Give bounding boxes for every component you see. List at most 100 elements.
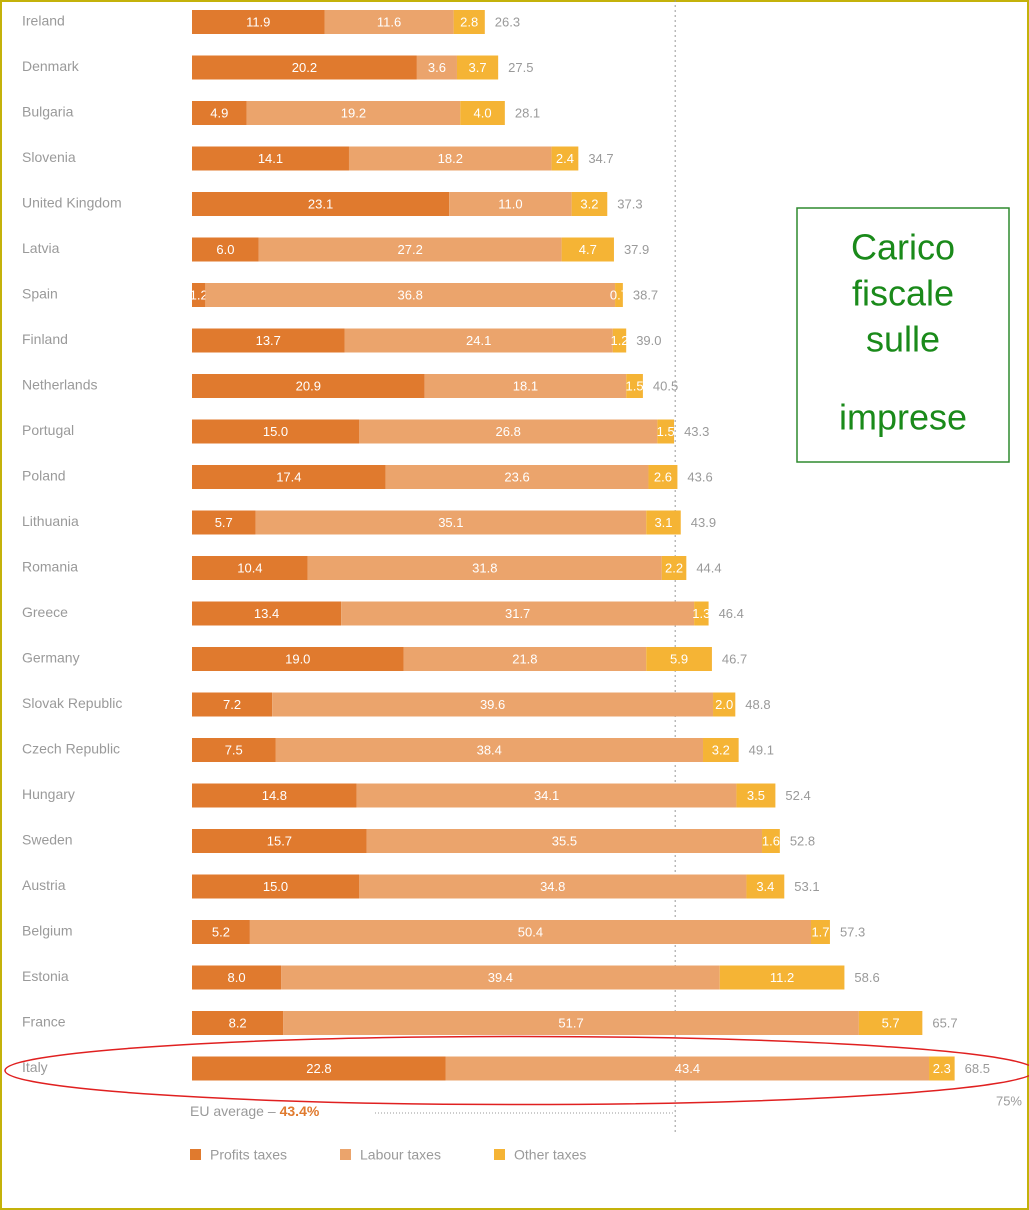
bar-segment (192, 601, 342, 626)
x-tick-label: 75% (996, 1093, 1022, 1108)
total-label: 68.5 (965, 1061, 990, 1076)
legend-label: Profits taxes (210, 1147, 287, 1163)
bar-segment (561, 237, 614, 262)
category-label: Spain (22, 286, 58, 302)
value-label: 1.5 (626, 378, 644, 393)
value-label: 23.1 (308, 196, 333, 211)
bar-segment (359, 874, 747, 899)
value-label: 5.9 (670, 651, 688, 666)
bar-segment (449, 192, 572, 216)
category-label: Ireland (22, 13, 65, 29)
total-label: 52.8 (790, 833, 815, 848)
bar-segment (460, 101, 505, 125)
bar-segment (551, 146, 579, 171)
value-label: 1.6 (762, 833, 780, 848)
value-label: 18.1 (513, 378, 538, 393)
category-label: Romania (22, 559, 78, 575)
bar-segment (192, 10, 325, 34)
bar-segment (403, 647, 647, 671)
category-label: Belgium (22, 923, 73, 939)
value-label: 31.8 (472, 560, 497, 575)
bar-segment (307, 556, 662, 580)
bar-segment (192, 374, 425, 398)
category-label: Poland (22, 468, 66, 484)
total-label: 57.3 (840, 924, 865, 939)
bar-segment (192, 101, 247, 125)
bar-segment (646, 510, 681, 535)
value-label: 15.0 (263, 879, 288, 894)
value-label: 19.2 (341, 105, 366, 120)
bar-segment (324, 10, 454, 34)
category-label: France (22, 1014, 66, 1030)
bar-segment (746, 874, 785, 899)
total-label: 43.6 (687, 469, 712, 484)
value-label: 15.0 (263, 424, 288, 439)
category-label: Portugal (22, 422, 74, 438)
bar-segment (192, 1011, 284, 1035)
highlight-ellipse (4, 1035, 1029, 1106)
value-label: 1.2 (610, 333, 628, 348)
total-label: 34.7 (588, 151, 613, 166)
value-label: 20.9 (296, 378, 321, 393)
value-label: 23.6 (504, 469, 529, 484)
bar-segment (612, 328, 627, 353)
bar-segment (192, 874, 359, 899)
value-label: 11.2 (770, 970, 794, 985)
value-label: 7.2 (223, 697, 241, 712)
value-label: 26.8 (496, 424, 521, 439)
bar-segment (255, 510, 647, 535)
value-label: 14.8 (262, 788, 287, 803)
total-label: 37.9 (624, 242, 649, 257)
category-label: Slovak Republic (22, 695, 122, 711)
value-label: 2.4 (556, 151, 574, 166)
bar-segment (249, 920, 812, 944)
bar-segment (281, 965, 720, 990)
bar-segment (192, 965, 282, 990)
value-label: 35.1 (438, 515, 463, 530)
value-label: 36.8 (398, 287, 423, 302)
value-label: 19.0 (285, 651, 310, 666)
value-label: 8.0 (227, 970, 245, 985)
bar-segment (341, 601, 695, 626)
bar-segment (858, 1011, 923, 1035)
legend-swatch (340, 1149, 351, 1160)
value-label: 51.7 (558, 1015, 583, 1030)
value-label: 5.7 (882, 1015, 900, 1030)
total-label: 46.4 (719, 606, 744, 621)
category-label: Latvia (22, 240, 60, 256)
total-label: 52.4 (785, 788, 810, 803)
total-label: 53.1 (794, 879, 819, 894)
value-label: 50.4 (518, 924, 543, 939)
bar-segment (192, 328, 345, 353)
value-label: 11.6 (377, 14, 401, 29)
bar-segment (192, 647, 404, 671)
bar-segment (192, 738, 276, 762)
bar-segment (192, 419, 359, 444)
bar-segment (283, 1011, 859, 1035)
category-label: Estonia (22, 968, 69, 984)
legend-label: Labour taxes (360, 1147, 441, 1163)
bar-segment (661, 556, 687, 580)
total-label: 38.7 (633, 287, 658, 302)
total-label: 44.4 (696, 560, 721, 575)
category-label: Germany (22, 650, 80, 666)
bar-segment (694, 601, 709, 626)
bar-segment (356, 783, 737, 808)
bar-segment (571, 192, 608, 216)
category-label: Sweden (22, 832, 73, 848)
bar-segment (192, 692, 273, 717)
total-label: 39.0 (636, 333, 661, 348)
value-label: 43.4 (675, 1061, 700, 1076)
value-label: 3.7 (469, 60, 487, 75)
category-label: Lithuania (22, 513, 79, 529)
value-label: 2.2 (665, 560, 683, 575)
bar-segment (445, 1056, 930, 1081)
bar-segment (192, 556, 308, 580)
value-label: 1.2 (190, 287, 208, 302)
legend-swatch (494, 1149, 505, 1160)
value-label: 1.5 (657, 424, 675, 439)
category-label: Hungary (22, 786, 75, 802)
bar-segment (192, 55, 417, 80)
bar-segment (811, 920, 830, 944)
